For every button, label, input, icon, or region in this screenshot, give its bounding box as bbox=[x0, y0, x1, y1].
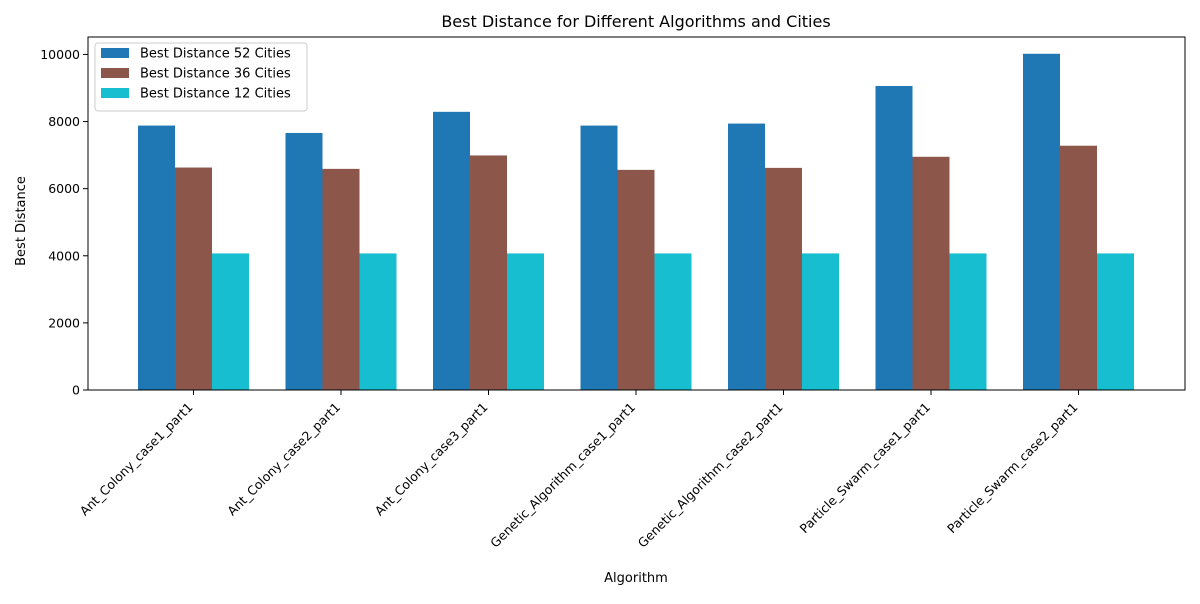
x-tick-label: Particle_Swarm_case2_part1 bbox=[944, 400, 1081, 537]
x-axis-label: Algorithm bbox=[604, 571, 668, 586]
y-tick-label: 0 bbox=[72, 383, 80, 398]
y-tick-label: 10000 bbox=[40, 47, 80, 62]
y-tick-label: 2000 bbox=[48, 315, 80, 330]
x-tick-label: Ant_Colony_case2_part1 bbox=[224, 400, 343, 519]
bar-2-4 bbox=[617, 169, 655, 390]
bar-1-3 bbox=[433, 111, 470, 390]
chart-title: Best Distance for Different Algorithms a… bbox=[441, 12, 830, 31]
y-tick-label: 6000 bbox=[48, 181, 80, 196]
bar-2-7 bbox=[1060, 145, 1097, 390]
bar-1-1 bbox=[138, 125, 175, 390]
legend-swatch-3 bbox=[101, 88, 129, 98]
bar-2-3 bbox=[470, 155, 507, 390]
bar-2-6 bbox=[912, 156, 950, 390]
legend-swatch-1 bbox=[101, 48, 129, 58]
bar-3-1 bbox=[212, 253, 249, 390]
bar-3-5 bbox=[802, 253, 839, 390]
x-tick-label: Ant_Colony_case1_part1 bbox=[77, 400, 196, 519]
legend: Best Distance 52 Cities Best Distance 36 … bbox=[94, 42, 308, 112]
bar-1-7 bbox=[1023, 53, 1060, 390]
y-tick-label: 8000 bbox=[48, 114, 80, 129]
legend-label-2: Best Distance 36 Cities bbox=[140, 67, 291, 82]
legend-box bbox=[94, 42, 308, 112]
bar-1-5 bbox=[728, 123, 765, 390]
bar-2-5 bbox=[765, 167, 802, 390]
legend-label-1: Best Distance 52 Cities bbox=[140, 47, 291, 62]
bar-2-2 bbox=[322, 168, 360, 390]
bar-1-2 bbox=[285, 132, 323, 390]
bar-3-4 bbox=[654, 253, 692, 390]
legend-swatch-2 bbox=[101, 68, 129, 78]
bar-3-6 bbox=[949, 253, 987, 390]
x-tick-label: Genetic_Algorithm_case2_part1 bbox=[635, 400, 786, 551]
bar-2-1 bbox=[175, 167, 212, 390]
x-tick-label: Genetic_Algorithm_case1_part1 bbox=[487, 400, 638, 551]
bar-3-7 bbox=[1097, 253, 1134, 390]
x-tick-label: Particle_Swarm_case1_part1 bbox=[797, 400, 934, 537]
bars-layer bbox=[138, 53, 1134, 391]
bar-1-6 bbox=[875, 85, 913, 391]
x-tick-label: Ant_Colony_case3_part1 bbox=[372, 400, 491, 519]
y-tick-label: 4000 bbox=[48, 248, 80, 263]
bar-1-4 bbox=[580, 125, 618, 390]
bar-3-2 bbox=[359, 253, 397, 390]
bar-3-3 bbox=[507, 253, 544, 390]
y-axis-label: Best Distance bbox=[14, 176, 29, 266]
legend-label-3: Best Distance 12 Cities bbox=[140, 87, 291, 102]
